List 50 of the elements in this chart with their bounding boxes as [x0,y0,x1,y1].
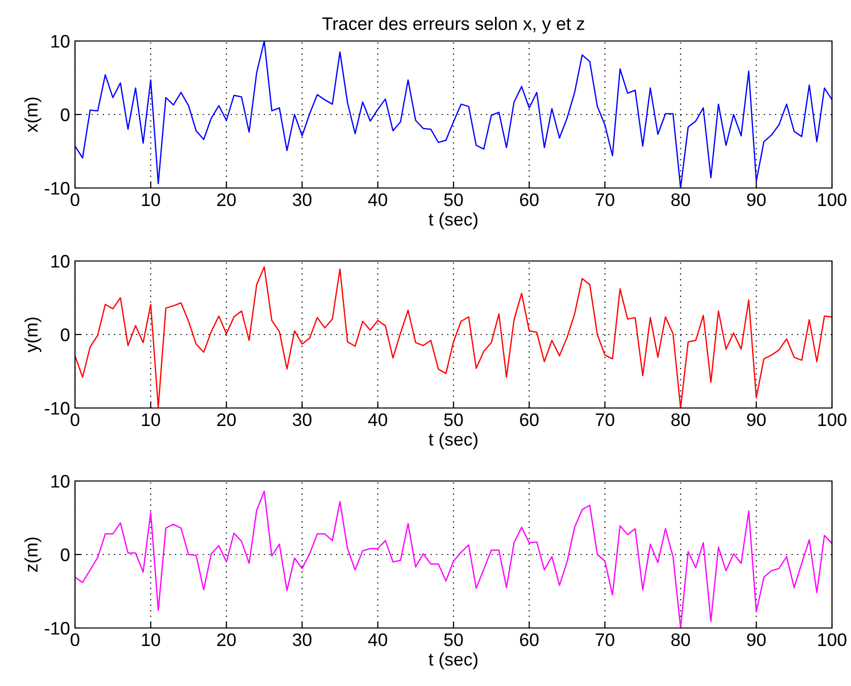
x-tick-label: 80 [671,193,690,206]
x-tick-label: 100 [818,193,846,206]
x-tick-label: 70 [596,413,614,426]
y-tick-label: 0 [60,108,70,122]
x-tick-label: 70 [596,633,614,646]
x-axis-title: t (sec) [428,432,478,450]
x-tick-label: 60 [520,413,539,426]
x-tick-label: 50 [444,413,463,426]
x-tick-label: 20 [217,633,236,646]
x-tick-label: 40 [368,633,388,646]
y-axis-title: x(m) [24,98,42,132]
y-tick-label: -10 [44,402,70,415]
y-tick-label: -10 [44,622,70,635]
x-tick-label: 30 [292,413,312,426]
x-tick-label: 10 [142,413,160,426]
x-tick-label: 70 [596,193,614,206]
line-series [75,41,832,188]
x-tick-label: 0 [70,193,80,206]
x-tick-label: 60 [520,633,539,646]
x-tick-label: 80 [671,633,690,646]
x-tick-label: 20 [217,193,236,206]
y-tick-label: -10 [44,182,70,195]
y-axis-title: z(m) [24,538,42,572]
chart-title: Tracer des erreurs selon x, y et z [322,16,584,34]
y-tick-label: 10 [51,474,70,488]
x-tick-label: 90 [747,413,766,426]
x-tick-label: 0 [70,413,80,426]
x-tick-label: 80 [671,413,690,426]
x-axis-title: t (sec) [428,212,478,230]
x-tick-label: 100 [818,413,846,426]
x-axis-title: t (sec) [428,652,478,670]
x-tick-label: 40 [368,413,388,426]
x-tick-label: 90 [747,193,766,206]
x-tick-label: 60 [520,193,539,206]
x-tick-label: 90 [747,633,766,646]
x-tick-label: 30 [292,633,312,646]
x-tick-label: 50 [444,193,463,206]
x-tick-label: 100 [818,633,846,646]
x-tick-label: 50 [444,633,463,646]
y-tick-label: 0 [60,548,70,562]
x-tick-label: 30 [292,193,312,206]
x-tick-label: 10 [142,193,160,206]
x-tick-label: 20 [217,413,236,426]
x-tick-label: 0 [70,633,80,646]
y-axis-title: y(m) [24,318,42,352]
y-tick-label: 0 [60,328,70,342]
x-tick-label: 10 [142,633,160,646]
y-tick-label: 10 [51,254,70,268]
x-tick-label: 40 [368,193,388,206]
y-tick-label: 10 [51,34,70,48]
